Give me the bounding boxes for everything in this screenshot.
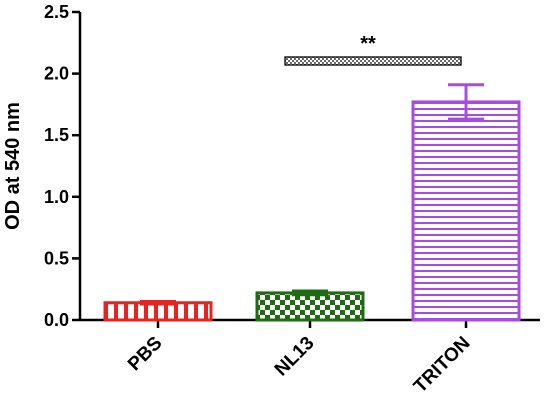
bars: [103, 100, 521, 322]
y-tick-label: 2.5: [44, 2, 69, 22]
significance-label: **: [360, 33, 376, 55]
error-bars: [140, 83, 484, 306]
y-tick-label: 1.5: [44, 125, 69, 145]
y-tick-label: 0.5: [44, 248, 69, 268]
significance-bracket: **: [284, 33, 462, 66]
y-ticks: 0.0 0.5 1.0 1.5 2.0 2.5: [44, 2, 80, 330]
y-axis-label: OD at 540 nm: [2, 102, 24, 230]
bar-triton: [411, 100, 521, 322]
bar-nl13: [255, 291, 365, 322]
x-tick-label: TRITON: [410, 333, 475, 398]
x-tick-label: PBS: [124, 333, 166, 375]
y-tick-label: 2.0: [44, 64, 69, 84]
x-tick-label: NL13: [271, 333, 319, 381]
y-tick-label: 0.0: [44, 310, 69, 330]
x-ticks: PBS NL13 TRITON: [124, 320, 475, 398]
y-tick-label: 1.0: [44, 187, 69, 207]
significance-bar: [284, 56, 462, 66]
